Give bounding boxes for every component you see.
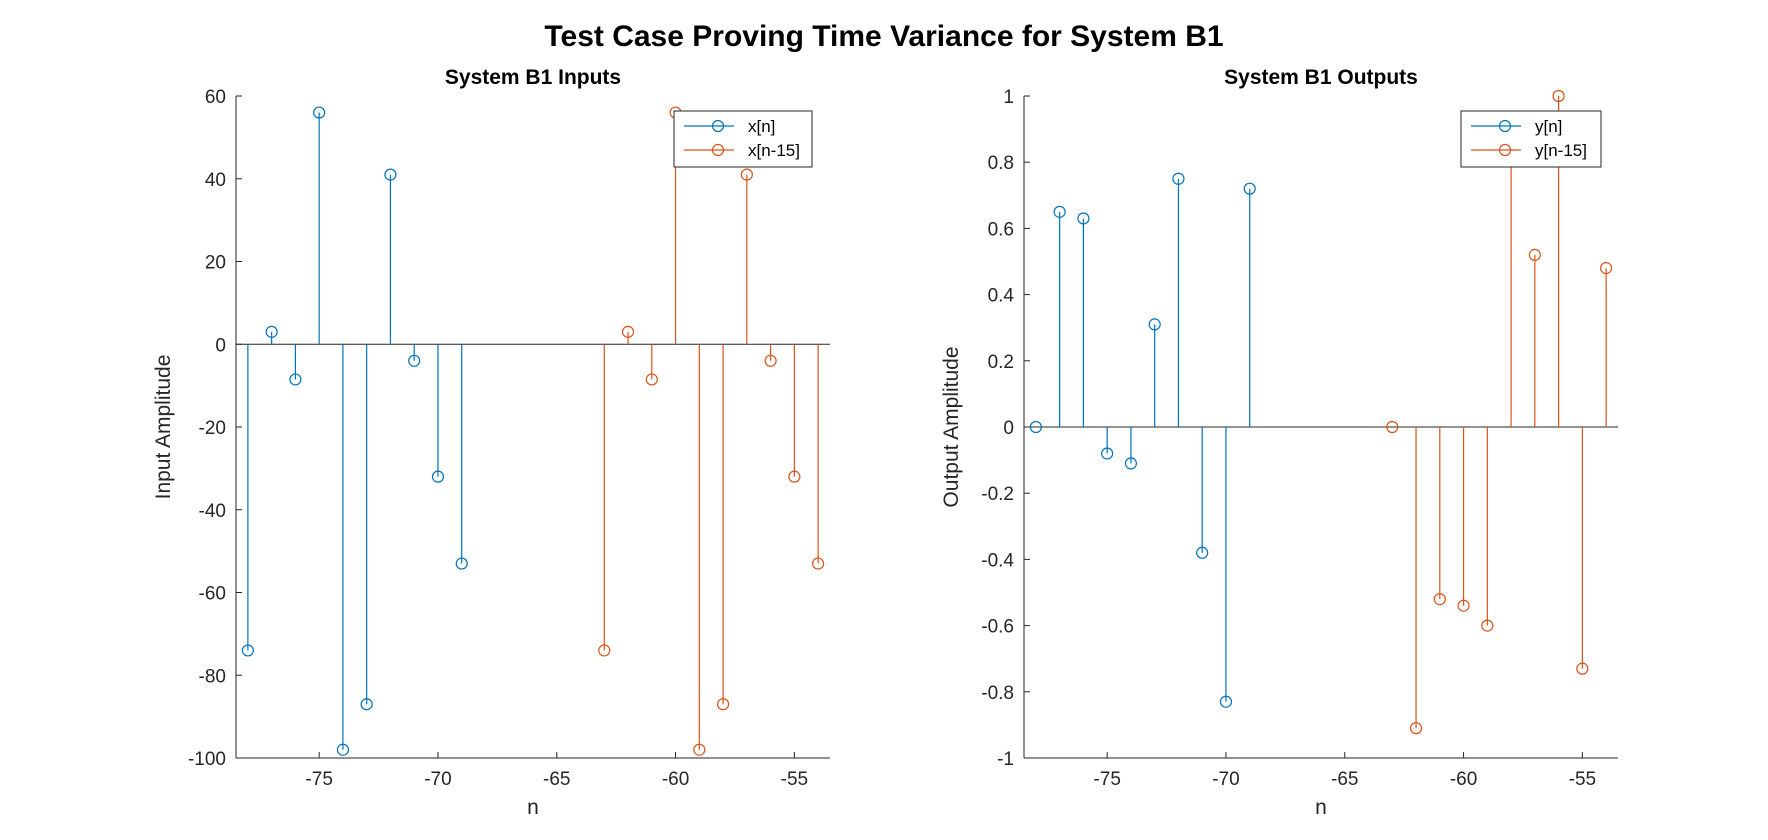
y-tick-label: -0.6: [981, 617, 1014, 638]
legend-box: [1460, 110, 1602, 168]
y-tick-label: 1: [1003, 87, 1014, 108]
legend-box: [673, 110, 813, 168]
y-tick-label: -0.4: [981, 550, 1014, 571]
y-tick-label: 0: [1003, 418, 1014, 439]
stem-marker: [408, 354, 421, 367]
stem-marker: [241, 644, 254, 657]
stem-marker: [1457, 599, 1470, 612]
y-tick-label: -80: [199, 666, 226, 687]
figure-title: Test Case Proving Time Variance for Syst…: [544, 20, 1223, 53]
stem-marker: [1124, 457, 1138, 470]
stem-marker: [455, 557, 468, 570]
stem-marker: [1077, 212, 1090, 225]
y-tick-label: -100: [188, 749, 226, 770]
stem-marker: [812, 557, 825, 570]
y-tick-label: 0.8: [988, 153, 1014, 174]
y-axis-label: Input Amplitude: [152, 355, 175, 500]
stem-marker: [1576, 662, 1589, 675]
stem-marker: [740, 168, 753, 181]
legend-label: y[n]: [1535, 117, 1562, 136]
x-axis-label: n: [1315, 796, 1327, 819]
legend-label: x[n]: [748, 117, 775, 136]
stem-marker: [265, 325, 278, 338]
y-tick-label: -20: [199, 418, 226, 439]
legend-marker: [1498, 119, 1512, 133]
stem-marker: [693, 743, 706, 756]
legend: x[n] x[n-15]: [673, 110, 813, 168]
stem-marker: [313, 106, 326, 119]
stem-marker: [1029, 420, 1042, 434]
stem-marker: [1172, 172, 1185, 185]
subplot-title: System B1 Inputs: [445, 66, 621, 89]
x-tick-label: -60: [662, 769, 689, 790]
stem-marker: [360, 698, 373, 711]
stem-marker: [1101, 447, 1114, 460]
stem-marker: [1481, 619, 1494, 632]
legend-marker: [1498, 143, 1512, 157]
legend: y[n] y[n-15]: [1460, 110, 1602, 168]
stem-marker: [716, 698, 730, 711]
legend-marker: [711, 143, 725, 157]
stem-marker: [431, 470, 445, 483]
stem-marker: [598, 644, 611, 657]
x-tick-label: -55: [781, 769, 808, 790]
stem-marker: [645, 373, 658, 386]
x-tick-label: -75: [305, 769, 332, 790]
outputs-subplot: System B1 Outputs -1 -0.8 -0.6 -0.4 -0.2 0 0.2 0…: [940, 66, 1618, 819]
y-tick-label: 40: [205, 170, 226, 191]
stem-marker: [1219, 695, 1233, 708]
stem-marker: [1528, 248, 1541, 261]
stem-marker: [788, 470, 801, 483]
y-tick-label: -0.8: [981, 683, 1014, 704]
stem-marker: [1600, 262, 1613, 275]
stem-marker: [1053, 205, 1066, 218]
stem-marker: [1196, 546, 1209, 559]
stem-marker: [621, 325, 635, 338]
y-tick-label: -40: [199, 501, 226, 522]
stem-marker: [1409, 722, 1423, 735]
inputs-subplot: System B1 Inputs -100 -80 -60 -40 -20 0 20 40 60 -…: [152, 66, 830, 819]
stem-marker: [336, 743, 350, 756]
x-axis-label: n: [527, 796, 539, 819]
stem-marker: [289, 373, 302, 386]
stem-marker: [1386, 420, 1399, 434]
stem-marker: [764, 354, 777, 367]
x-tick-label: -70: [1212, 769, 1239, 790]
x-tick-label: -75: [1093, 769, 1120, 790]
x-tick-label: -55: [1569, 769, 1596, 790]
y-tick-label: 60: [205, 87, 226, 108]
y-tick-label: -60: [199, 584, 226, 605]
legend-label: x[n-15]: [748, 141, 800, 160]
y-tick-label: 0: [215, 335, 226, 356]
stem-marker: [1243, 182, 1256, 195]
stem-marker: [1433, 593, 1446, 606]
x-tick-label: -60: [1450, 769, 1477, 790]
y-tick-label: 0.6: [988, 219, 1014, 240]
legend-label: y[n-15]: [1535, 141, 1587, 160]
y-tick-label: 0.2: [988, 352, 1014, 373]
x-tick-label: -65: [1331, 769, 1358, 790]
x-tick-label: -70: [424, 769, 451, 790]
y-tick-label: -1: [997, 749, 1014, 770]
y-axis-label: Output Amplitude: [940, 346, 963, 507]
y-tick-label: 20: [205, 253, 226, 274]
stem-marker: [1552, 89, 1565, 103]
legend-marker: [711, 119, 725, 133]
x-tick-label: -65: [543, 769, 570, 790]
stem-marker: [384, 168, 397, 181]
subplot-title: System B1 Outputs: [1224, 66, 1418, 89]
y-tick-label: 0.4: [988, 286, 1015, 307]
y-tick-label: -0.2: [981, 484, 1014, 505]
stem-marker: [1148, 318, 1161, 331]
